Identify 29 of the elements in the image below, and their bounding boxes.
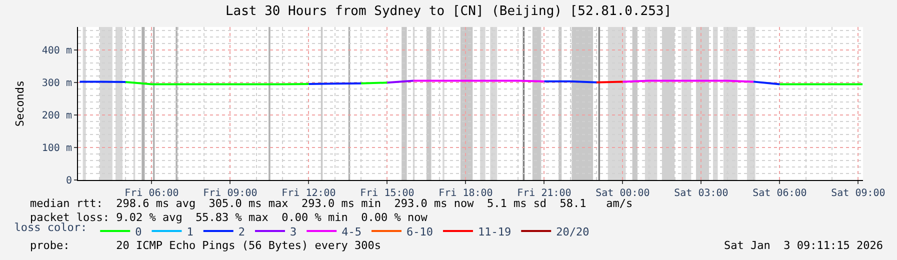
text: median rtt: 298.6 ms avg 305.0 ms max 293.0 ms min 293.0 ms now 5.1 ms sd 58.1 am/s (30, 197, 633, 210)
x-tick-label: Fri 18:00 (438, 188, 493, 199)
y-tick-label: 100 m (42, 142, 72, 154)
x-tick-label: Sat 03:00 (674, 188, 728, 199)
text: packet loss: 9.02 % avg 55.83 % max 0.00 % min 0.00 % now (30, 211, 428, 224)
x-tick-label: Fri 06:00 (124, 188, 179, 199)
y-tick-label: 300 m (42, 78, 72, 89)
text: probe: 20 ICMP Echo Pings (56 Bytes) every 300s (30, 239, 381, 252)
y-tick-label: 0 (66, 176, 72, 186)
legend-label: 6-10 (406, 225, 433, 238)
legend-label: 3 (290, 225, 297, 238)
x-tick-label: Fri 15:00 (360, 188, 414, 199)
x-tick-label: Sat 06:00 (752, 188, 807, 199)
x-tick-label: Fri 12:00 (282, 188, 336, 199)
y-axis-title: Seconds (14, 80, 27, 127)
chart-title: Last 30 Hours from Sydney to [CN] (Beijing) [52.81.0.253] (225, 4, 672, 20)
legend-label: 20/20 (556, 225, 590, 238)
x-tick-label: Fri 21:00 (517, 188, 572, 199)
x-tick-label: Sat 09:00 (831, 188, 886, 199)
x-tick-label: Sat 00:00 (596, 188, 650, 199)
legend-label: 11-19 (478, 225, 512, 238)
legend-label: 2 (238, 225, 245, 238)
y-tick-label: 400 m (42, 45, 72, 56)
legend-label: 1 (186, 225, 194, 238)
y-tick-label: 200 m (42, 110, 72, 122)
legend-label: 0 (135, 225, 142, 238)
x-tick-label: Fri 09:00 (203, 188, 258, 199)
text: Sat Jan 3 09:11:15 2026 (724, 239, 883, 252)
legend-label: 4-5 (342, 225, 362, 238)
